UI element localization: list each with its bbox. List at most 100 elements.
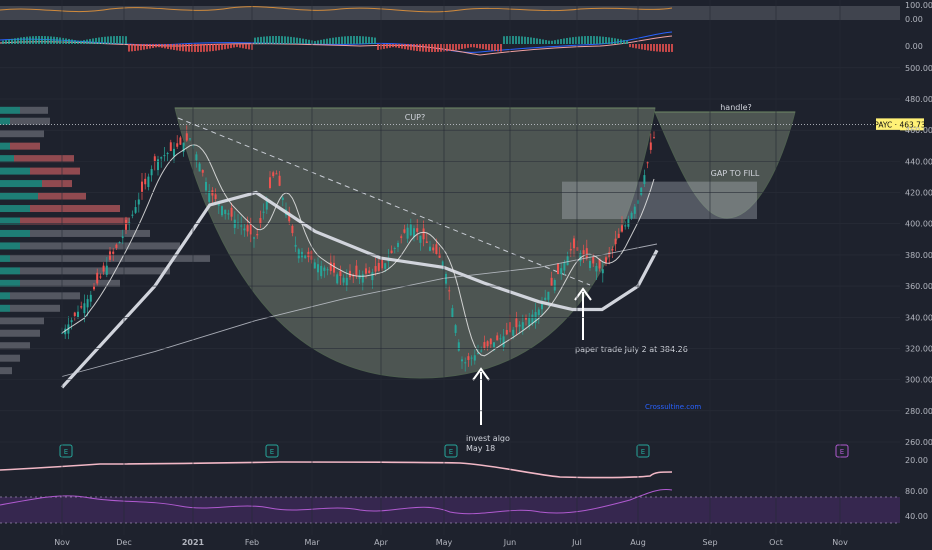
candle-body [521, 322, 524, 330]
macd-hist-bar [2, 40, 4, 44]
macd-hist-bar [212, 44, 214, 52]
macd-hist-bar [29, 36, 31, 44]
candle-body [425, 241, 428, 243]
macd-hist-bar [482, 44, 484, 50]
candle-body [323, 267, 326, 271]
candle-body [211, 190, 214, 196]
macd-hist-bar [140, 44, 142, 51]
volume-bar-down [10, 304, 60, 312]
candle-body [464, 362, 467, 364]
invest-label-line2: May 18 [466, 444, 495, 453]
volume-bar-up [0, 279, 20, 287]
macd-hist-bar [587, 36, 589, 44]
macd-hist-bar [566, 37, 568, 44]
candle-body [627, 219, 630, 227]
candle-body [400, 236, 403, 238]
macd-hist-bar [344, 36, 346, 44]
candle-body [96, 272, 99, 284]
macd-hist-bar [611, 37, 613, 44]
macd-hist-bar [155, 44, 157, 48]
macd-hist-bar [20, 37, 22, 44]
candle-body [649, 142, 652, 150]
lower-tick: 20.00 [905, 456, 928, 465]
macd-hist-bar [416, 44, 418, 52]
macd-hist-bar [143, 44, 145, 50]
candle-body [569, 249, 572, 251]
macd-hist-bar [383, 44, 385, 49]
macd-hist-bar [218, 44, 220, 51]
volume-bar-down [20, 217, 130, 225]
macd-hist-bar [26, 36, 28, 44]
earnings-marker-label: E [641, 448, 645, 456]
macd-hist-bar [428, 44, 430, 52]
candle-body [432, 247, 435, 251]
macd-hist-bar [95, 37, 97, 44]
macd-hist-bar [608, 37, 610, 44]
candle-body [361, 274, 364, 283]
macd-hist-bar [548, 40, 550, 44]
macd-hist-bar [500, 44, 502, 52]
candle-body [253, 237, 255, 239]
candle-body [633, 206, 636, 214]
macd-hist-bar [401, 44, 403, 49]
macd-hist-bar [644, 44, 646, 50]
volume-bar-up [0, 254, 10, 262]
macd-hist-bar [56, 37, 58, 44]
macd-hist-bar [398, 44, 400, 49]
candle-body [195, 154, 198, 161]
candle-body [153, 156, 156, 162]
invest-label-line1: invest algo [466, 434, 510, 443]
rsi-tick: 40.00 [905, 512, 928, 521]
macd-hist-bar [158, 44, 160, 48]
macd-hist-bar [116, 36, 118, 44]
candle-body [416, 228, 419, 232]
macd-hist-bar [113, 36, 115, 44]
macd-hist-bar [161, 44, 163, 48]
macd-hist-bar [14, 38, 16, 44]
macd-hist-bar [329, 38, 331, 44]
macd-hist-bar [389, 44, 391, 48]
time-tick-label: Aug [630, 538, 646, 547]
candle-body [537, 309, 540, 316]
macd-hist-bar [554, 40, 556, 44]
candle-body [621, 225, 623, 232]
macd-hist-bar [128, 44, 130, 52]
candle-body [646, 162, 649, 164]
candle-body [157, 159, 159, 171]
candle-body [377, 262, 380, 271]
macd-hist-bar [167, 44, 169, 49]
candle-body [109, 251, 111, 260]
macd-hist-bar [203, 44, 205, 52]
macd-hist-bar [542, 39, 544, 44]
macd-hist-bar [413, 44, 415, 51]
candle-body [182, 142, 185, 152]
volume-bar-up [0, 117, 10, 125]
macd-hist-bar [326, 38, 328, 44]
macd-hist-bar [473, 44, 475, 48]
candle-body [585, 248, 588, 259]
candle-body [237, 222, 239, 224]
macd-hist-bar [83, 40, 85, 44]
price-tick-label: 360.00 [905, 282, 932, 291]
macd-hist-bar [407, 44, 409, 50]
candle-body [262, 211, 265, 213]
ma-fast-line [61, 144, 655, 357]
candle-body [86, 299, 89, 308]
time-tick-label: Mar [304, 538, 320, 547]
macd-hist-bar [248, 44, 250, 50]
macd-hist-bar [320, 39, 322, 44]
candle-body [374, 266, 377, 272]
macd-hist-bar [284, 36, 286, 44]
macd-hist-bar [635, 44, 637, 49]
candle-body [281, 197, 284, 201]
candle-body [624, 225, 627, 227]
candle-body [553, 279, 556, 291]
macd-hist-bar [281, 36, 283, 44]
candle-body [409, 224, 412, 236]
candle-body [291, 225, 294, 234]
candle-body [307, 251, 310, 258]
macd-hist-bar [227, 44, 229, 49]
macd-hist-bar [494, 44, 496, 51]
